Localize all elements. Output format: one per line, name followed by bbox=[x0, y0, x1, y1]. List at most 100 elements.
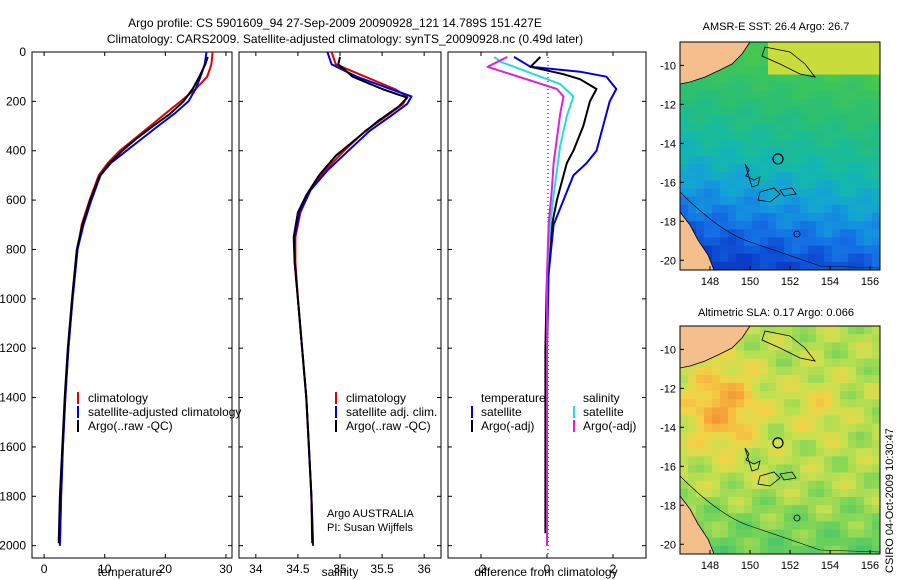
map-cell bbox=[760, 423, 769, 433]
map-cell bbox=[840, 423, 849, 433]
map-cell bbox=[744, 431, 753, 441]
map-cell bbox=[760, 391, 769, 400]
map-cell bbox=[784, 480, 793, 490]
reef-marion bbox=[779, 187, 797, 197]
map-cell bbox=[688, 472, 697, 482]
map-cell bbox=[688, 399, 697, 408]
map-cell bbox=[720, 213, 729, 222]
map-cell bbox=[808, 464, 817, 473]
map-cell bbox=[712, 82, 721, 92]
sal-series-argo---raw--qc- bbox=[292, 56, 409, 544]
map-cell bbox=[808, 213, 817, 222]
map-cell bbox=[752, 326, 761, 335]
map-cell bbox=[776, 391, 785, 400]
temp-series-climatology bbox=[58, 51, 214, 546]
map-cell bbox=[808, 521, 817, 530]
map-cell bbox=[696, 180, 705, 189]
map-cell bbox=[720, 358, 729, 368]
map-cell bbox=[864, 537, 873, 547]
map-cell bbox=[712, 123, 721, 132]
map-cell bbox=[872, 58, 881, 67]
map-cell bbox=[704, 164, 713, 173]
map-cell bbox=[720, 90, 729, 100]
map-cell bbox=[864, 90, 873, 100]
map-cell bbox=[864, 74, 873, 84]
map-cell bbox=[712, 213, 721, 222]
map-cell bbox=[864, 440, 873, 449]
map-cell bbox=[856, 188, 865, 198]
map-cell bbox=[776, 253, 785, 263]
map-cell bbox=[776, 196, 785, 206]
map-cell bbox=[840, 513, 849, 522]
map-cell bbox=[824, 383, 833, 392]
map-cell bbox=[768, 74, 777, 84]
map-cell bbox=[720, 237, 729, 246]
map-cell bbox=[840, 74, 849, 84]
map-cell bbox=[824, 82, 833, 92]
map-cell bbox=[744, 180, 753, 189]
map-cell bbox=[792, 374, 801, 384]
map-cell bbox=[696, 488, 705, 498]
map-cell bbox=[728, 464, 737, 473]
map-cell bbox=[840, 334, 849, 343]
map-cell bbox=[728, 156, 737, 165]
map-cell bbox=[688, 90, 697, 100]
map-cell bbox=[680, 440, 689, 449]
map-cell bbox=[728, 440, 737, 449]
map-cell bbox=[792, 42, 801, 51]
map-cell bbox=[752, 99, 761, 108]
map-cell bbox=[736, 237, 745, 246]
map-cell bbox=[856, 366, 865, 376]
map-cell bbox=[784, 415, 793, 425]
map-cell bbox=[864, 350, 873, 359]
map-cell bbox=[800, 58, 809, 67]
map-cell bbox=[736, 229, 745, 238]
map-cell bbox=[760, 456, 769, 465]
map-cell bbox=[728, 123, 737, 132]
map-cell bbox=[816, 342, 825, 351]
map-cell bbox=[800, 440, 809, 449]
map-cell bbox=[752, 374, 761, 384]
map-cell bbox=[816, 42, 825, 51]
map-cell bbox=[792, 188, 801, 198]
map-cell bbox=[832, 66, 841, 75]
map-cell bbox=[768, 180, 777, 189]
map-cell bbox=[736, 213, 745, 222]
map-cell bbox=[736, 391, 745, 400]
salinity-legend: climatology satellite adj. clim. Argo(..… bbox=[335, 391, 437, 433]
map-cell bbox=[728, 82, 737, 92]
map-cell bbox=[864, 204, 873, 214]
map-cell bbox=[784, 545, 793, 555]
map-cell bbox=[696, 374, 705, 384]
map-cell bbox=[800, 164, 809, 173]
map-cell bbox=[864, 107, 873, 116]
map-cell bbox=[768, 164, 777, 173]
map-cell bbox=[688, 180, 697, 189]
map-cell bbox=[800, 50, 809, 59]
map-cell bbox=[808, 366, 817, 376]
map-cell bbox=[744, 261, 753, 271]
map-ytick-label: -14 bbox=[660, 138, 676, 150]
map-cell bbox=[816, 213, 825, 222]
map-cell bbox=[792, 131, 801, 141]
map-cell bbox=[736, 480, 745, 490]
map-cell bbox=[808, 180, 817, 189]
map-cell bbox=[816, 139, 825, 149]
map-cell bbox=[792, 237, 801, 246]
map-xtick-label: 156 bbox=[861, 276, 879, 288]
map-cell bbox=[816, 107, 825, 116]
map-cell bbox=[840, 50, 849, 59]
map-cell bbox=[744, 229, 753, 238]
map-cell bbox=[848, 334, 857, 343]
map-cell bbox=[728, 245, 737, 255]
map-cell bbox=[808, 156, 817, 165]
map-cell bbox=[856, 505, 865, 514]
map-cell bbox=[680, 139, 689, 149]
map-cell bbox=[744, 139, 753, 149]
map-cell bbox=[792, 74, 801, 84]
map-cell bbox=[840, 99, 849, 108]
sal-xtick-label: 36 bbox=[417, 562, 431, 576]
map-cell bbox=[792, 229, 801, 238]
map-cell bbox=[768, 383, 777, 392]
map-cell bbox=[720, 431, 729, 441]
